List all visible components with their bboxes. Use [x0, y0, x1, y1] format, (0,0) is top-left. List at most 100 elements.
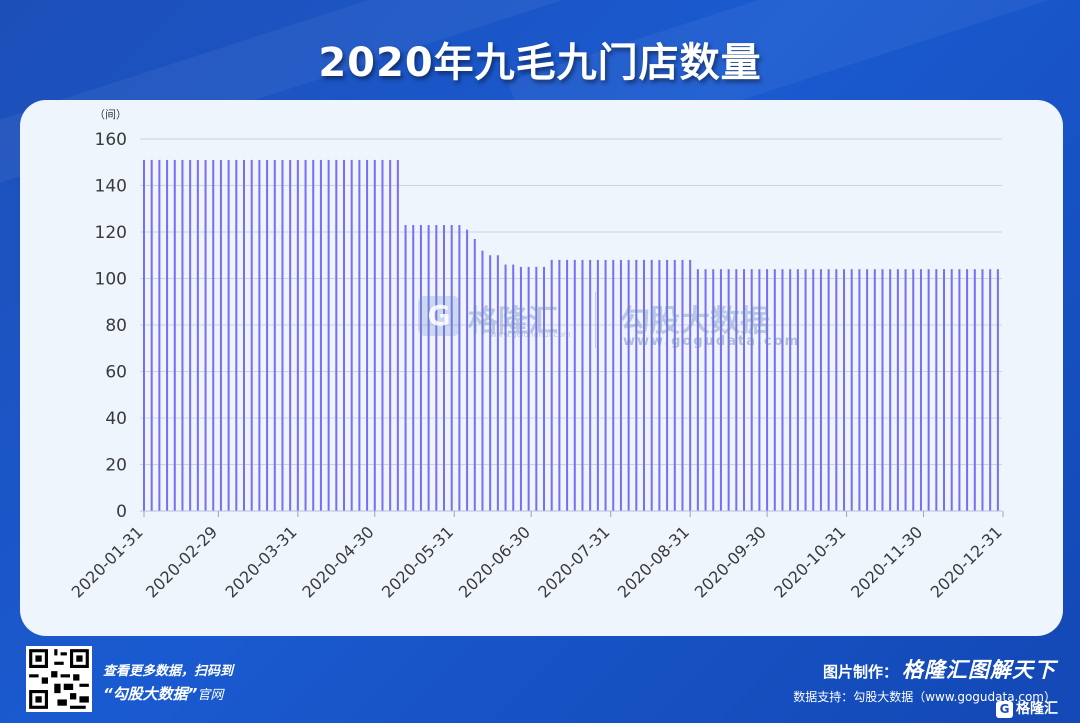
- y-tick-label: 120: [95, 223, 127, 243]
- bar: [812, 269, 815, 511]
- bar: [619, 259, 622, 511]
- bar: [658, 259, 661, 511]
- bar: [689, 259, 692, 511]
- bar: [927, 269, 930, 511]
- bar: [604, 259, 607, 511]
- bar: [750, 269, 753, 511]
- y-tick-label: 140: [95, 177, 127, 197]
- bar: [958, 269, 961, 511]
- x-tick-label: 2020-01-31: [68, 522, 147, 601]
- bar: [489, 255, 492, 511]
- watermark-gelonghui: 格隆汇: [468, 304, 558, 339]
- bar: [427, 225, 430, 511]
- watermark-divider: [595, 292, 596, 348]
- bar: [219, 159, 222, 512]
- bar: [904, 269, 907, 511]
- bar: [873, 269, 876, 511]
- x-tick-label: 2020-03-31: [221, 522, 300, 601]
- bar: [496, 255, 499, 511]
- bar: [281, 159, 284, 512]
- promo-suffix: 官网: [197, 688, 224, 703]
- bar: [366, 159, 369, 512]
- bar: [712, 269, 715, 511]
- gelonghui-logo-icon: G: [418, 296, 460, 336]
- bar: [989, 269, 992, 511]
- data-support-line: 数据支持：勾股大数据（www.gogudata.com）: [793, 690, 1056, 704]
- bar: [789, 269, 792, 511]
- y-tick-label: 20: [105, 456, 127, 476]
- bar: [796, 269, 799, 511]
- y-axis-unit-label: （间）: [94, 108, 127, 121]
- bar: [258, 159, 261, 512]
- bar: [896, 269, 899, 511]
- bar: [696, 269, 699, 511]
- bar: [243, 159, 246, 512]
- bar: [835, 269, 838, 511]
- bar: [312, 159, 315, 512]
- bar: [404, 225, 407, 511]
- y-tick-label: 0: [116, 502, 127, 522]
- bar: [204, 159, 207, 512]
- watermark-gelonghui-url: www.gelonghui.com: [490, 330, 571, 339]
- bar: [843, 269, 846, 511]
- bar: [389, 159, 392, 512]
- bar: [350, 159, 353, 512]
- watermark-gogudata: 勾股大数据: [620, 304, 770, 339]
- bar: [519, 266, 522, 511]
- bar: [981, 269, 984, 511]
- bar: [735, 269, 738, 511]
- bar: [166, 159, 169, 512]
- bar: [627, 259, 630, 511]
- bar: [950, 269, 953, 511]
- bar: [419, 225, 422, 511]
- bar: [443, 225, 446, 511]
- bar: [535, 266, 538, 511]
- x-tick-label: 2020-12-31: [927, 522, 1006, 601]
- bar: [781, 269, 784, 511]
- bar: [766, 269, 769, 511]
- y-tick-label: 60: [105, 363, 127, 383]
- bar: [304, 159, 307, 512]
- bar: [327, 159, 330, 512]
- bar: [173, 159, 176, 512]
- watermark-gogudata-url: www.gogudata.com: [623, 334, 801, 349]
- credit-brand: 格隆汇图解天下: [902, 658, 1056, 682]
- x-tick-label: 2020-02-29: [142, 522, 221, 601]
- x-tick-label: 2020-10-31: [770, 522, 849, 601]
- bar: [966, 269, 969, 511]
- bar: [719, 269, 722, 511]
- bar: [935, 269, 938, 511]
- bar: [373, 159, 376, 512]
- bar: [458, 225, 461, 511]
- bar: [704, 269, 707, 511]
- x-tick-label: 2020-06-30: [455, 522, 534, 601]
- bar: [650, 259, 653, 511]
- bar: [335, 159, 338, 512]
- promo-line-2: “勾股大数据”官网: [103, 683, 223, 704]
- bar: [266, 159, 269, 512]
- bar: [512, 264, 515, 511]
- bar: [550, 259, 553, 511]
- bar: [612, 259, 615, 511]
- bar: [581, 259, 584, 511]
- qr-code-icon[interactable]: [26, 646, 92, 712]
- bar: [181, 159, 184, 512]
- bar: [673, 259, 676, 511]
- bar: [543, 266, 546, 511]
- y-tick-label: 80: [105, 316, 127, 336]
- bar: [850, 269, 853, 511]
- bar: [143, 159, 145, 512]
- bar: [681, 259, 684, 511]
- bar: [381, 159, 384, 512]
- bar: [912, 269, 915, 511]
- bar: [643, 259, 646, 511]
- x-tick-label: 2020-07-31: [534, 522, 613, 601]
- bar: [943, 269, 946, 511]
- bar: [189, 159, 192, 512]
- bar: [466, 229, 469, 512]
- bar: [858, 269, 861, 511]
- bar: [558, 259, 561, 511]
- bar: [973, 269, 976, 511]
- bar: [573, 259, 576, 511]
